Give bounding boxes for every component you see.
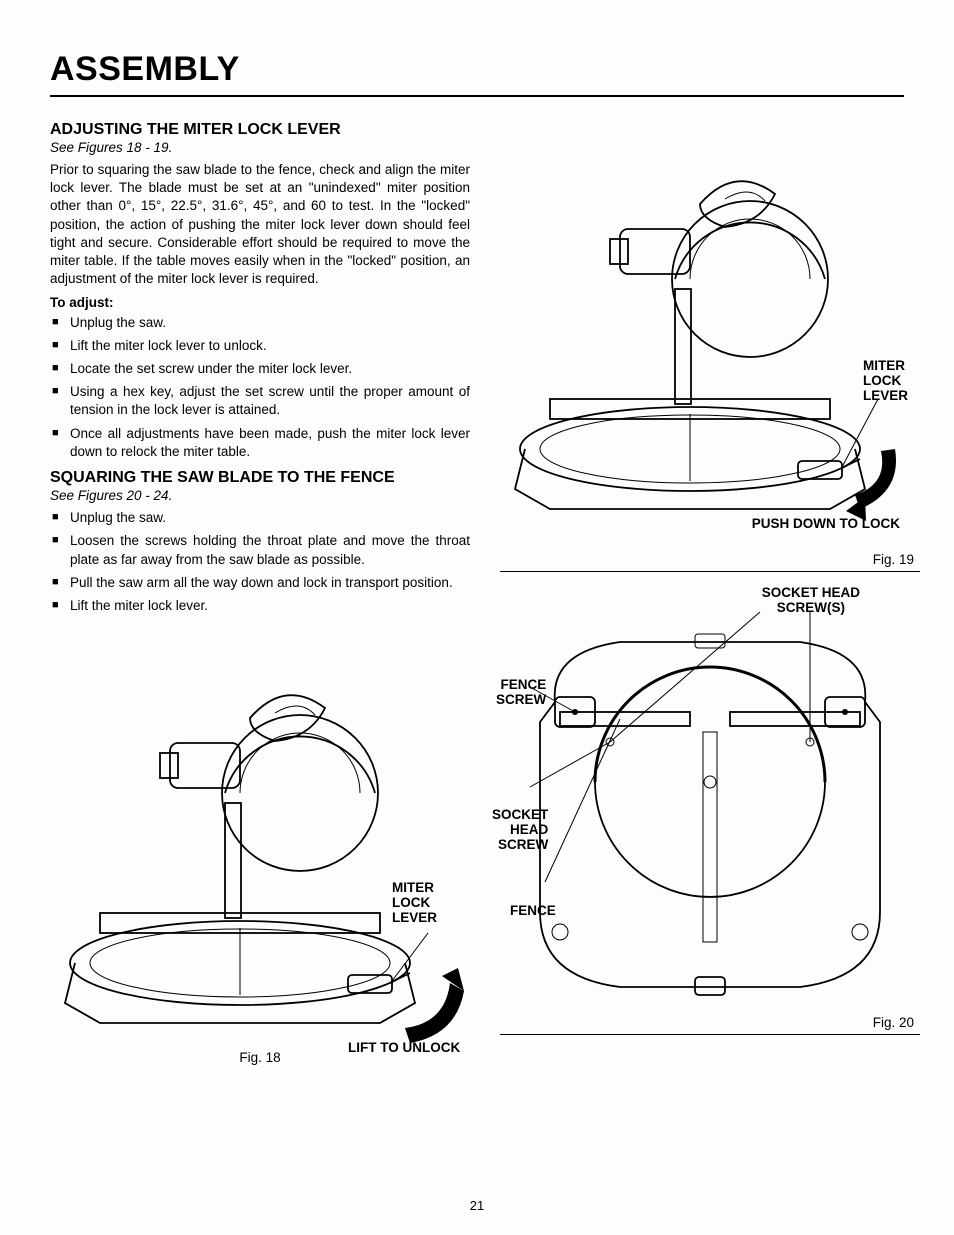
figure-19: MITER LOCK LEVER PUSH DOWN TO LOCK <box>500 119 920 549</box>
to-adjust-label: To adjust: <box>50 295 470 310</box>
page-title: ASSEMBLY <box>50 50 904 97</box>
fig18-caption: Fig. 18 <box>50 1050 470 1065</box>
bullet-item: Unplug the saw. <box>50 509 470 527</box>
fig20-callout-socket-screw: SOCKET HEAD SCREW <box>492 808 548 853</box>
fig19-svg <box>500 119 920 539</box>
fig18-callout-miter: MITER LOCK LEVER <box>392 881 437 926</box>
bullet-item: Locate the set screw under the miter loc… <box>50 360 470 378</box>
content-columns: ADJUSTING THE MITER LOCK LEVER See Figur… <box>50 119 904 1063</box>
page-number: 21 <box>0 1198 954 1213</box>
bullet-item: Loosen the screws holding the throat pla… <box>50 532 470 568</box>
fig19-callout-miter: MITER LOCK LEVER <box>863 359 908 404</box>
bullet-item: Unplug the saw. <box>50 314 470 332</box>
section1-heading: ADJUSTING THE MITER LOCK LEVER <box>50 121 470 139</box>
divider <box>500 1034 920 1035</box>
figure-20: SOCKET HEAD SCREW(S) FENCE SCREW SOCKET … <box>500 582 920 1012</box>
section2-heading: SQUARING THE SAW BLADE TO THE FENCE <box>50 469 470 487</box>
section2-bullets: Unplug the saw. Loosen the screws holdin… <box>50 509 470 615</box>
fig20-callout-socket-screws: SOCKET HEAD SCREW(S) <box>762 586 860 616</box>
fig20-callout-fence-screw: FENCE SCREW <box>496 678 546 708</box>
fig20-caption: Fig. 20 <box>500 1015 920 1030</box>
bullet-item: Lift the miter lock lever to unlock. <box>50 337 470 355</box>
fig20-callout-fence: FENCE <box>510 904 556 919</box>
bullet-item: Once all adjustments have been made, pus… <box>50 425 470 461</box>
bullet-item: Using a hex key, adjust the set screw un… <box>50 383 470 419</box>
fig18-svg <box>50 623 470 1053</box>
bullet-item: Pull the saw arm all the way down and lo… <box>50 574 470 592</box>
section1-bullets: Unplug the saw. Lift the miter lock leve… <box>50 314 470 462</box>
section2-see: See Figures 20 - 24. <box>50 488 470 503</box>
right-column: MITER LOCK LEVER PUSH DOWN TO LOCK Fig. … <box>500 119 920 1063</box>
divider <box>500 571 920 572</box>
section1-see: See Figures 18 - 19. <box>50 140 470 155</box>
fig19-caption: Fig. 19 <box>500 552 920 567</box>
left-column: ADJUSTING THE MITER LOCK LEVER See Figur… <box>50 119 470 1063</box>
figure-18: MITER LOCK LEVER LIFT TO UNLOCK Fig. 18 <box>50 623 470 1063</box>
bullet-item: Lift the miter lock lever. <box>50 597 470 615</box>
section1-para: Prior to squaring the saw blade to the f… <box>50 161 470 289</box>
fig19-callout-push: PUSH DOWN TO LOCK <box>752 517 900 532</box>
fig20-svg <box>500 582 920 1002</box>
